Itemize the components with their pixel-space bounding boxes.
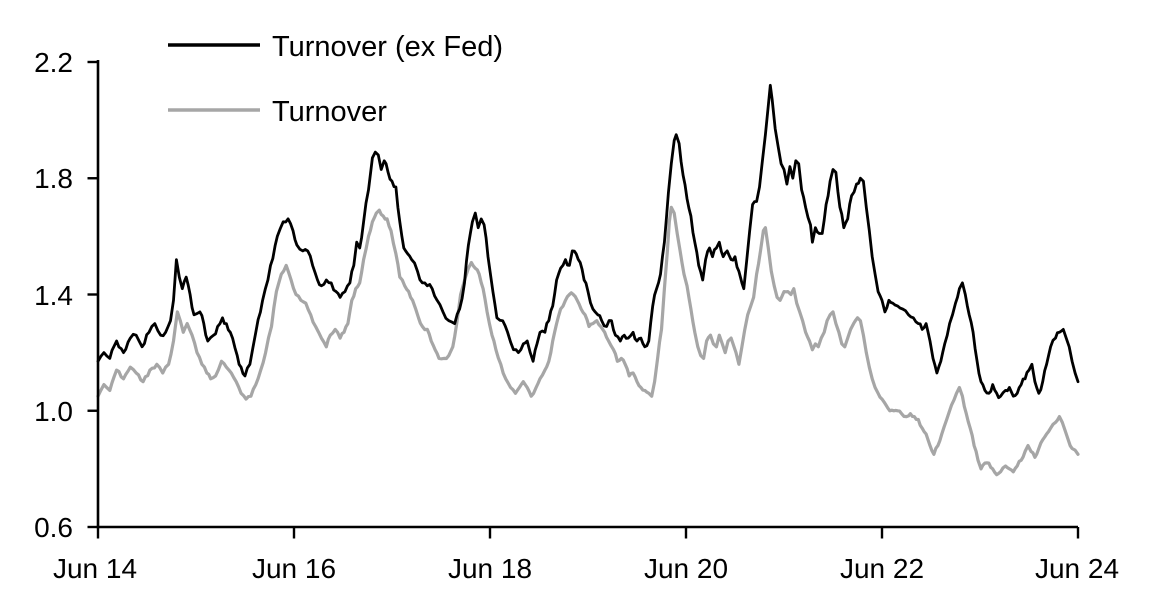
y-tick-label: 0.6 [34,512,73,543]
x-tick-label: Jun 18 [448,553,532,584]
x-tick-label: Jun 22 [840,553,924,584]
y-tick-label: 1.0 [34,396,73,427]
series-group [96,83,1080,477]
legend-label-turnover-ex-fed: Turnover (ex Fed) [272,31,503,63]
y-tick-label: 1.8 [34,163,73,194]
x-tick-label: Jun 16 [252,553,336,584]
x-tick-label: Jun 14 [53,553,137,584]
series-line-turnover [96,205,1080,477]
y-tick-label: 1.4 [34,280,73,311]
legend: Turnover (ex Fed) Turnover [168,31,503,128]
y-axis-labels: 2.2 1.8 1.4 1.0 0.6 [34,47,73,543]
x-tick-label: Jun 20 [644,553,728,584]
series-line-turnover-ex-fed [96,83,1080,400]
y-tick-label: 2.2 [34,47,73,78]
legend-label-turnover: Turnover [272,96,387,128]
axes [87,60,1080,539]
x-tick-label: Jun 24 [1035,553,1119,584]
tick-marks [87,60,1080,539]
x-axis-labels: Jun 14 Jun 16 Jun 18 Jun 20 Jun 22 Jun 2… [53,553,1119,584]
